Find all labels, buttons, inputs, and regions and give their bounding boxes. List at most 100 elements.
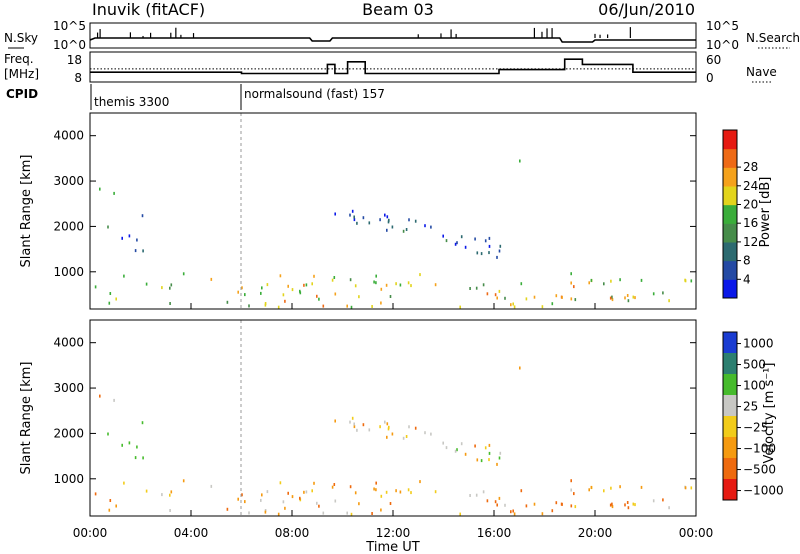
heatmap-cell — [513, 305, 516, 309]
heatmap-cell — [375, 481, 377, 485]
heatmap-cell — [609, 503, 612, 507]
colorbar-segment — [723, 353, 737, 375]
heatmap-cell — [260, 498, 262, 502]
heatmap-cell — [520, 489, 523, 493]
heatmap-cell — [108, 301, 111, 305]
heatmap-cell — [334, 212, 336, 216]
heatmap-cell — [142, 456, 144, 460]
heatmap-cell — [261, 493, 263, 497]
heatmap-cell — [504, 503, 506, 507]
nave-label: Nave — [746, 65, 777, 79]
heatmap-cell — [573, 285, 575, 289]
heatmap-cell — [134, 456, 137, 460]
heatmap-cell — [244, 500, 246, 504]
heatmap-cell — [287, 284, 289, 288]
y-tick-label: 1000 — [53, 472, 84, 486]
heatmap-cell — [561, 502, 563, 506]
heatmap-cell — [474, 444, 476, 448]
cpid-label: CPID — [6, 87, 38, 101]
heatmap-cell — [488, 458, 490, 462]
heatmap-cell — [299, 496, 301, 500]
heatmap-cell — [519, 366, 521, 370]
heatmap-cell — [494, 293, 497, 297]
heatmap-cell — [486, 292, 489, 296]
x-tick-label: 12:00 — [376, 526, 411, 540]
nsky-series-line — [89, 37, 696, 43]
heatmap-cell — [161, 493, 163, 497]
colorbar-segment — [723, 437, 737, 459]
heatmap-cell — [619, 278, 621, 282]
heatmap-cell — [115, 504, 117, 508]
heatmap-cell — [331, 278, 334, 282]
heatmap-cell — [690, 486, 693, 490]
y-tick-label: 4000 — [53, 336, 84, 350]
velocity-colorbar-title: Velocity [m s⁻¹] — [762, 363, 777, 464]
heatmap-cell — [662, 291, 664, 295]
nave-tick-bottom: 0 — [706, 71, 714, 85]
heatmap-cell — [476, 458, 479, 462]
freq-tick-bottom: 8 — [74, 71, 82, 85]
heatmap-cell — [445, 446, 448, 450]
heatmap-cell — [391, 432, 394, 436]
y-tick-label: 3000 — [53, 381, 84, 395]
heatmap-cell — [510, 303, 512, 307]
heatmap-cell — [142, 249, 144, 253]
heatmap-cell — [264, 510, 267, 514]
heatmap-cell — [346, 304, 348, 308]
velocity-colorbar: 1000 500 100 25 −25 −100 −500 −1000 — [722, 331, 784, 501]
heatmap-cell — [624, 503, 626, 507]
heatmap-cell — [570, 272, 572, 276]
heatmap-cell — [284, 299, 286, 303]
freq-label-line2: [MHz] — [4, 67, 39, 81]
heatmap-cell — [354, 284, 357, 288]
heatmap-cell — [684, 486, 687, 490]
heatmap-cell — [99, 187, 101, 191]
colorbar-tick-label: −1000 — [743, 484, 784, 498]
colorbar-tick-label: −500 — [743, 463, 776, 477]
velocity-y-ticks: 1000 2000 3000 4000 — [53, 336, 696, 486]
heatmap-cell — [603, 489, 605, 493]
heatmap-cell — [379, 218, 381, 222]
heatmap-cell — [561, 295, 563, 299]
heatmap-cell — [510, 510, 512, 514]
heatmap-cell — [333, 483, 336, 486]
heatmap-cell — [609, 296, 612, 300]
nsky-tick-bottom: 10^0 — [53, 38, 86, 52]
heatmap-cell — [430, 225, 432, 229]
x-tick-label: 16:00 — [477, 526, 512, 540]
heatmap-cell — [305, 490, 308, 494]
heatmap-cell — [266, 490, 269, 494]
heatmap-cell — [277, 305, 280, 309]
heatmap-cell — [316, 294, 318, 298]
heatmap-cell — [480, 459, 483, 463]
beam-title: Beam 03 — [362, 0, 434, 19]
heatmap-cell — [525, 297, 528, 301]
colorbar-segment — [723, 186, 737, 206]
heatmap-cell — [588, 488, 590, 492]
heatmap-cell — [504, 296, 506, 300]
nsky-spikes — [96, 27, 631, 38]
colorbar-tick-label: 20 — [743, 198, 758, 212]
heatmap-cell — [684, 279, 687, 283]
heatmap-cell — [128, 441, 131, 445]
heatmap-cell — [356, 221, 358, 225]
heatmap-cell — [399, 283, 402, 287]
heatmap-cell — [469, 287, 471, 290]
heatmap-cell — [414, 426, 417, 430]
heatmap-cell — [358, 502, 360, 506]
heatmap-cell — [627, 506, 630, 510]
heatmap-cell — [266, 283, 269, 287]
heatmap-cell — [264, 509, 267, 512]
heatmap-cell — [634, 296, 636, 300]
heatmap-cell — [570, 297, 573, 301]
heatmap-cell — [475, 493, 478, 497]
colorbar-segment — [723, 130, 737, 150]
heatmap-cell — [626, 501, 629, 504]
heatmap-cell — [419, 273, 421, 277]
heatmap-cell — [551, 302, 554, 306]
heatmap-cell — [519, 159, 521, 163]
heatmap-cell — [488, 451, 491, 455]
heatmap-cell — [237, 497, 239, 501]
x-tick-label: 00:00 — [679, 526, 714, 540]
colorbar-segment — [723, 279, 737, 299]
